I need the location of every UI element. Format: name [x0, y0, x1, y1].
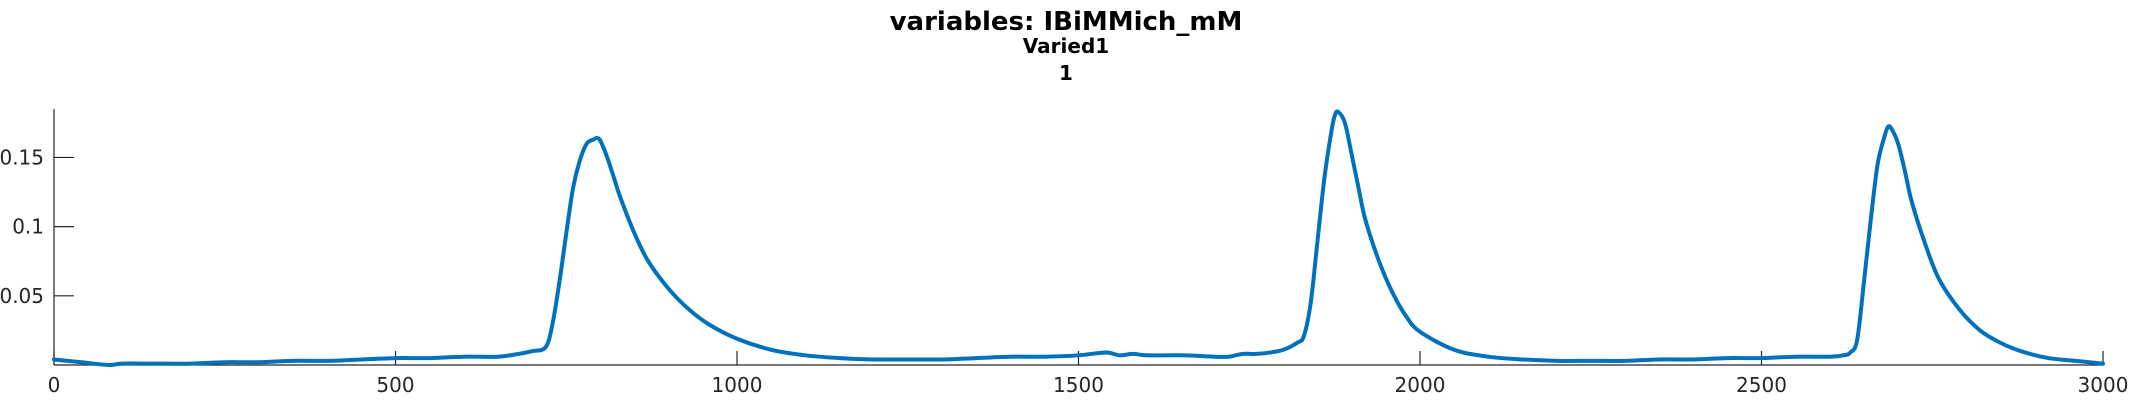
chart-title: variables: IBiMMich_mM — [890, 7, 1243, 37]
y-axis-ticks: 0.05 0.1 0.15 — [0, 145, 74, 308]
x-tick-label: 3000 — [2078, 373, 2129, 397]
y-tick-label: 0.1 — [12, 215, 44, 239]
x-tick-label: 2000 — [1395, 373, 1446, 397]
y-tick-label: 0.05 — [0, 284, 44, 308]
series-layer — [52, 109, 2105, 368]
x-tick-label: 1500 — [1053, 373, 1104, 397]
x-tick-label: 2500 — [1736, 373, 1787, 397]
chart-subtitle-line-2: 1 — [1059, 61, 1073, 85]
x-tick-label: 0 — [48, 373, 61, 397]
x-tick-label: 1000 — [712, 373, 763, 397]
x-tick-label: 500 — [376, 373, 414, 397]
x-axis-ticks: 0 500 1000 1500 2000 2500 3000 — [48, 351, 2129, 397]
series-line-0 — [52, 109, 2105, 368]
y-tick-label: 0.15 — [0, 145, 44, 169]
chart-subtitle-line-1: Varied1 — [1023, 34, 1109, 58]
